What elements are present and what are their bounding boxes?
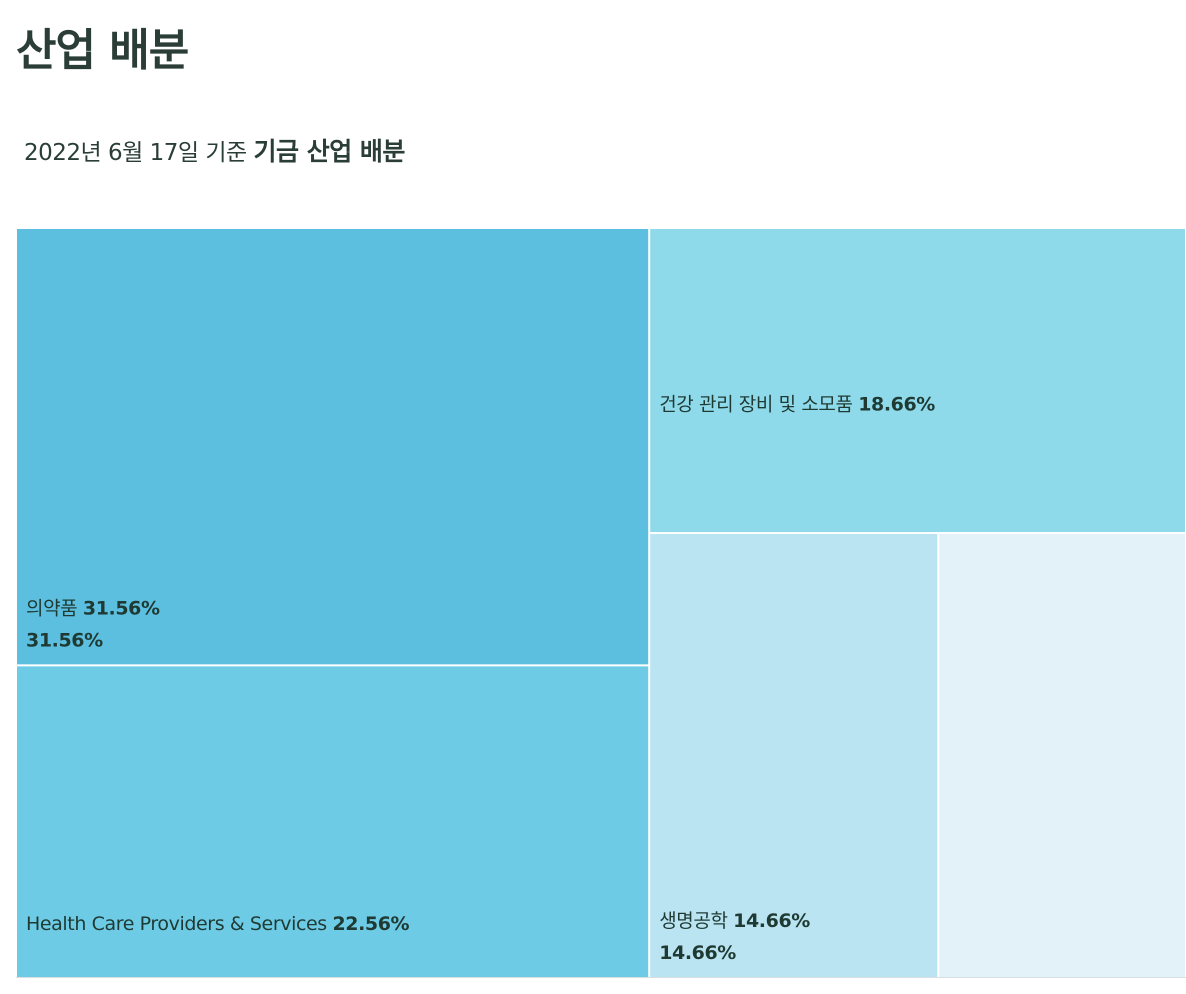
treemap-value-label: 14.66% <box>659 942 736 964</box>
subtitle-date: 2022년 6월 17일 기준 <box>24 140 247 166</box>
treemap-label: Health Care Providers & Services 22.56% <box>26 913 410 935</box>
treemap-label-name: 생명공학 <box>659 910 733 932</box>
treemap-label-name: Health Care Providers & Services <box>26 913 332 935</box>
treemap-label-value: 14.66% <box>733 910 810 932</box>
treemap-cell-health-care-providers-services[interactable]: Health Care Providers & Services 22.56% <box>17 666 649 977</box>
treemap-value-label: 31.56% <box>26 629 103 651</box>
treemap-cell-segment-3[interactable]: 건강 관리 장비 및 소모품 18.66% <box>650 229 1185 533</box>
treemap-label: 생명공학 14.66% <box>659 910 810 932</box>
treemap-chart: 의약품 31.56% 31.56% Health Care Providers & … <box>16 228 1186 978</box>
treemap-label: 건강 관리 장비 및 소모품 18.66% <box>659 394 935 416</box>
page-title: 산업 배분 <box>16 25 189 76</box>
treemap-label-value: 31.56% <box>83 597 160 619</box>
treemap-rect[interactable] <box>17 229 649 665</box>
chart-subtitle: 2022년 6월 17일 기준 기금 산업 배분 <box>24 132 405 168</box>
treemap-rect[interactable] <box>939 534 1185 977</box>
treemap-label-name: 건강 관리 장비 및 소모품 <box>659 394 858 416</box>
treemap-rect[interactable] <box>650 534 938 977</box>
subtitle-main: 기금 산업 배분 <box>253 137 405 166</box>
treemap-cell-segment-4[interactable]: 생명공학 14.66%14.66% <box>650 534 938 977</box>
treemap-label-value: 22.56% <box>332 913 409 935</box>
treemap-cell-segment-5[interactable] <box>939 534 1185 977</box>
treemap-cell-segment-1[interactable]: 의약품 31.56%31.56% <box>17 229 649 665</box>
treemap-svg: 의약품 31.56%31.56%Health Care Providers & … <box>16 229 1186 978</box>
treemap-label: 의약품 31.56% <box>26 597 160 619</box>
treemap-rect[interactable] <box>650 229 1185 533</box>
treemap-rect[interactable] <box>17 666 649 977</box>
treemap-label-value: 18.66% <box>858 394 935 416</box>
treemap-label-name: 의약품 <box>26 597 83 619</box>
